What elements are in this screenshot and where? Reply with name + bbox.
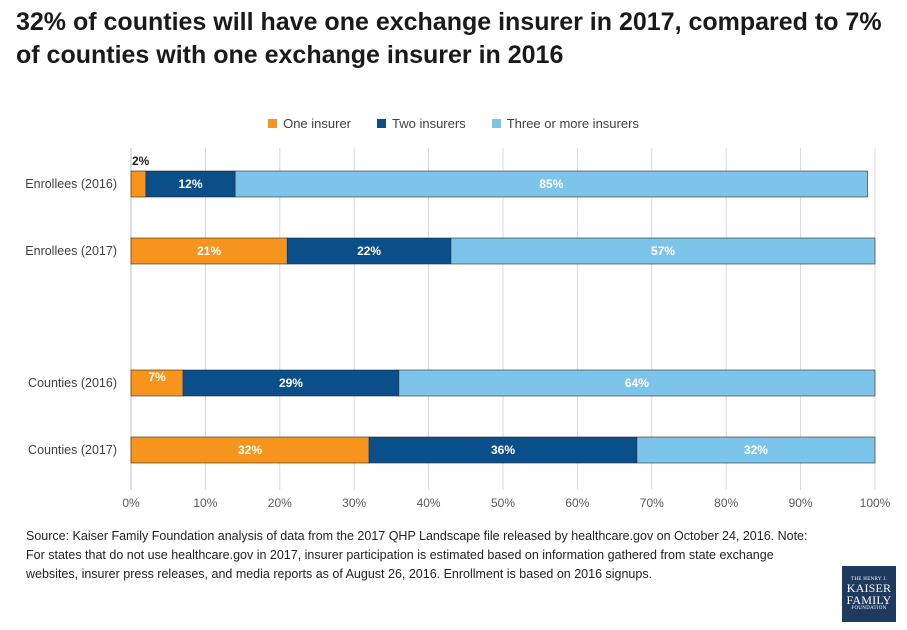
x-tick-label-10: 100% xyxy=(860,496,891,510)
bar-two-insurers-counties-2017 xyxy=(368,436,638,464)
x-tick-label-2: 20% xyxy=(268,496,292,510)
category-label-enrollees-2017: Enrollees (2017) xyxy=(25,244,117,258)
bar-two-insurers-enrollees-2017 xyxy=(286,237,452,265)
x-tick-label-4: 40% xyxy=(417,496,441,510)
chart-legend: One insurer Two insurers Three or more i… xyxy=(0,116,907,131)
category-label-counties-2017: Counties (2017) xyxy=(28,443,117,457)
chart-title: 32% of counties will have one exchange i… xyxy=(16,8,882,69)
legend-label-two-insurers: Two insurers xyxy=(392,116,466,131)
bar-one-insurer-enrollees-2016 xyxy=(130,170,147,198)
data-label-three-or-more-insurers-counties-2017: 32% xyxy=(744,443,768,457)
logo-line-4: FOUNDATION xyxy=(851,606,887,611)
data-label-three-or-more-insurers-counties-2016: 64% xyxy=(625,376,649,390)
data-label-one-insurer-counties-2017: 32% xyxy=(238,443,262,457)
kff-logo: THE HENRY J. KAISER FAMILY FOUNDATION xyxy=(842,566,896,622)
data-label-one-insurer-counties-2016: 7% xyxy=(148,370,166,384)
data-label-two-insurers-enrollees-2016: 12% xyxy=(179,177,203,191)
data-label-one-insurer-enrollees-2017: 21% xyxy=(197,244,221,258)
bar-one-insurer-counties-2016 xyxy=(130,369,184,397)
bar-one-insurer-counties-2017 xyxy=(130,436,370,464)
logo-line-2: KAISER xyxy=(846,581,892,595)
x-tick-label-7: 70% xyxy=(640,496,664,510)
legend-swatch-one-insurer xyxy=(268,119,278,128)
logo-line-3: FAMILY xyxy=(846,593,892,607)
legend-item-three-or-more: Three or more insurers xyxy=(491,116,639,131)
bar-three-or-more-insurers-enrollees-2017 xyxy=(450,237,876,265)
bar-three-or-more-insurers-counties-2017 xyxy=(636,436,876,464)
bar-two-insurers-counties-2016 xyxy=(182,369,400,397)
stacked-bar-chart: 0% 10% 20% 30% 40% 50% 60% 70% 80% 90% 100% Enrolle… xyxy=(25,148,891,510)
logo-line-1: THE HENRY J. xyxy=(851,577,887,582)
bar-two-insurers-enrollees-2016 xyxy=(145,170,236,198)
legend-label-three-or-more: Three or more insurers xyxy=(506,116,639,131)
legend-swatch-three-or-more xyxy=(491,119,501,128)
x-tick-label-5: 50% xyxy=(491,496,515,510)
x-tick-label-9: 90% xyxy=(789,496,813,510)
x-tick-label-8: 80% xyxy=(714,496,738,510)
legend-item-one-insurer: One insurer xyxy=(268,116,351,131)
bar-three-or-more-insurers-counties-2016 xyxy=(398,369,876,397)
legend-swatch-two-insurers xyxy=(377,119,386,128)
bar-one-insurer-enrollees-2017 xyxy=(130,237,288,265)
bar-three-or-more-insurers-enrollees-2016 xyxy=(234,170,868,198)
data-label-three-or-more-insurers-enrollees-2016: 85% xyxy=(539,177,563,191)
data-label-two-insurers-counties-2017: 36% xyxy=(491,443,515,457)
x-tick-label-1: 10% xyxy=(193,496,217,510)
data-label-one-insurer-enrollees-2016: 2% xyxy=(132,154,150,168)
source-note: Source: Kaiser Family Foundation analysi… xyxy=(26,529,808,581)
legend-item-two-insurers: Two insurers xyxy=(377,116,466,131)
category-label-enrollees-2016: Enrollees (2016) xyxy=(25,177,117,191)
data-label-two-insurers-counties-2016: 29% xyxy=(279,376,303,390)
category-label-counties-2016: Counties (2016) xyxy=(28,376,117,390)
x-tick-label-3: 30% xyxy=(342,496,366,510)
data-label-three-or-more-insurers-enrollees-2017: 57% xyxy=(651,244,675,258)
x-tick-label-6: 60% xyxy=(565,496,589,510)
data-label-two-insurers-enrollees-2017: 22% xyxy=(357,244,381,258)
x-tick-label-0: 0% xyxy=(122,496,140,510)
legend-label-one-insurer: One insurer xyxy=(283,116,351,131)
